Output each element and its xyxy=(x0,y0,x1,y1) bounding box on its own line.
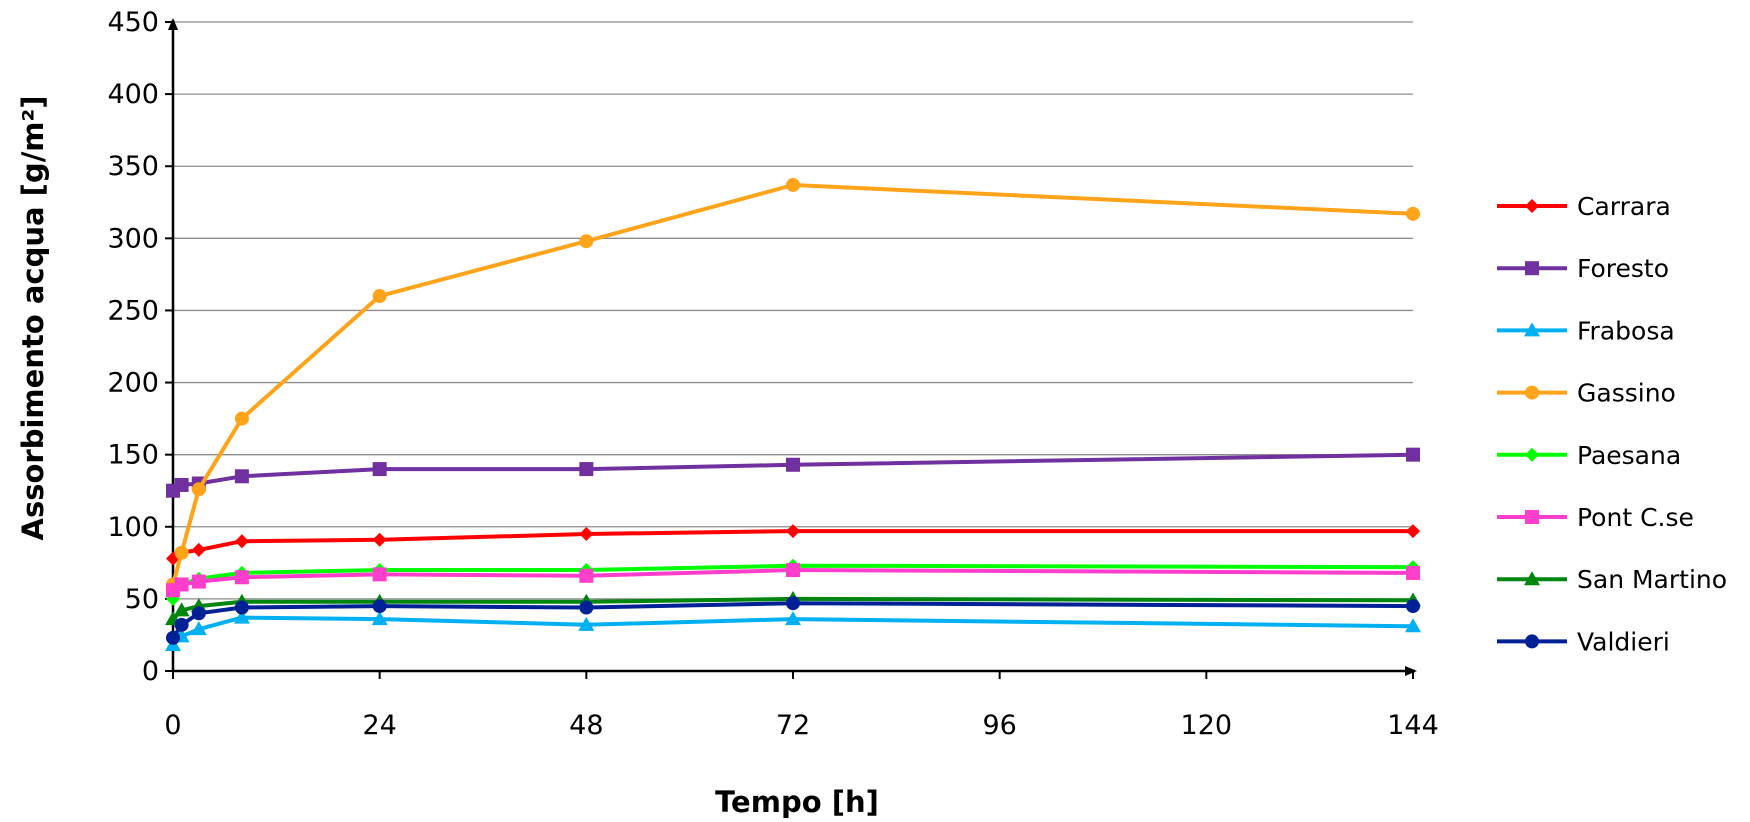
data-point xyxy=(174,477,189,492)
data-point xyxy=(579,526,594,541)
data-point xyxy=(191,574,206,589)
legend-label: San Martino xyxy=(1577,565,1727,594)
data-point xyxy=(1406,565,1420,580)
series-line xyxy=(171,183,1414,586)
y-tick-label: 100 xyxy=(107,512,159,543)
data-point xyxy=(191,542,206,557)
y-tick-label: 300 xyxy=(107,223,159,254)
legend-item-foresto: Foresto xyxy=(1497,254,1669,283)
data-point xyxy=(579,462,594,477)
legend-label: Valdieri xyxy=(1577,627,1670,656)
data-point xyxy=(166,630,180,645)
data-point xyxy=(234,600,249,615)
y-tick-label: 200 xyxy=(107,368,159,399)
x-tick-label: 0 xyxy=(164,710,181,741)
y-tick-label: 50 xyxy=(125,584,159,615)
data-point xyxy=(372,599,387,614)
x-axis-title: Tempo [h] xyxy=(715,785,879,819)
legend-swatch-marker xyxy=(1525,447,1539,462)
data-point xyxy=(233,609,250,624)
data-point xyxy=(234,570,249,585)
data-point xyxy=(786,563,800,578)
legend-item-carrara: Carrara xyxy=(1497,192,1671,221)
legend: Carrara Foresto Frabosa Gassino Paesana Pont … xyxy=(1497,192,1727,656)
data-point xyxy=(579,234,594,249)
legend-swatch-marker xyxy=(1524,322,1540,337)
y-tick-labels: 0 50 100 150 200 250 300 350 400 450 xyxy=(107,7,173,687)
series-pont-c-se xyxy=(166,563,1420,598)
legend-item-san-martino: San Martino xyxy=(1497,565,1727,594)
gridlines xyxy=(173,21,1413,600)
x-tick-labels: 0 24 48 72 96 120 144 xyxy=(164,671,1439,741)
data-point xyxy=(786,596,800,611)
legend-item-paesana: Paesana xyxy=(1497,441,1681,470)
data-point xyxy=(579,568,594,583)
data-point xyxy=(1406,524,1420,539)
y-axis-title: Assorbimento acqua [g/m²] xyxy=(16,96,50,541)
data-point xyxy=(191,606,206,621)
legend-swatch-marker xyxy=(1525,261,1539,276)
y-tick-label: 350 xyxy=(107,151,159,182)
legend-swatch-marker xyxy=(1524,571,1540,586)
x-tick-label: 144 xyxy=(1387,710,1439,741)
data-point xyxy=(174,545,189,560)
data-point xyxy=(1405,618,1421,633)
data-point xyxy=(174,577,189,592)
legend-label: Paesana xyxy=(1577,441,1681,470)
data-point xyxy=(173,602,190,617)
legend-swatch-marker xyxy=(1525,510,1539,524)
x-tick-label: 96 xyxy=(982,710,1016,741)
data-point xyxy=(579,600,594,615)
data-point xyxy=(190,621,207,636)
legend-item-gassino: Gassino xyxy=(1497,379,1676,408)
x-tick-label: 24 xyxy=(362,710,396,741)
legend-label: Pont C.se xyxy=(1577,503,1694,532)
data-point xyxy=(786,457,800,472)
data-point xyxy=(372,289,387,304)
data-point xyxy=(1406,206,1420,221)
y-tick-label: 250 xyxy=(107,295,159,326)
legend-label: Frabosa xyxy=(1577,316,1675,345)
x-tick-label: 120 xyxy=(1181,710,1233,741)
data-point xyxy=(785,611,801,626)
legend-item-frabosa: Frabosa xyxy=(1497,316,1675,345)
y-tick-label: 450 xyxy=(107,7,159,38)
series-valdieri xyxy=(166,596,1420,645)
data-point xyxy=(174,617,189,632)
x-tick-label: 48 xyxy=(569,710,603,741)
data-point xyxy=(786,524,800,539)
data-point xyxy=(371,611,388,626)
legend-label: Foresto xyxy=(1577,254,1669,283)
data-point xyxy=(372,462,387,477)
y-tick-label: 0 xyxy=(142,656,159,687)
series-lines xyxy=(165,177,1421,652)
data-point xyxy=(372,567,387,582)
legend-swatch-marker xyxy=(1525,199,1539,213)
series-frabosa xyxy=(165,609,1421,652)
data-point xyxy=(234,411,249,426)
x-tick-label: 72 xyxy=(776,710,810,741)
data-point xyxy=(1406,447,1420,462)
data-point xyxy=(1406,599,1420,614)
legend-swatch-marker xyxy=(1525,634,1539,649)
legend-label: Gassino xyxy=(1577,379,1676,408)
legend-swatch-marker xyxy=(1525,385,1539,400)
data-point xyxy=(191,482,206,497)
data-point xyxy=(234,469,249,484)
legend-item-pont-c-se: Pont C.se xyxy=(1497,503,1694,532)
data-point xyxy=(786,177,800,192)
data-point xyxy=(578,616,595,631)
data-point xyxy=(372,532,387,547)
legend-label: Carrara xyxy=(1577,192,1671,221)
data-point xyxy=(234,534,249,549)
legend-item-valdieri: Valdieri xyxy=(1497,627,1670,656)
y-tick-label: 150 xyxy=(107,440,159,471)
y-tick-label: 400 xyxy=(107,79,159,110)
